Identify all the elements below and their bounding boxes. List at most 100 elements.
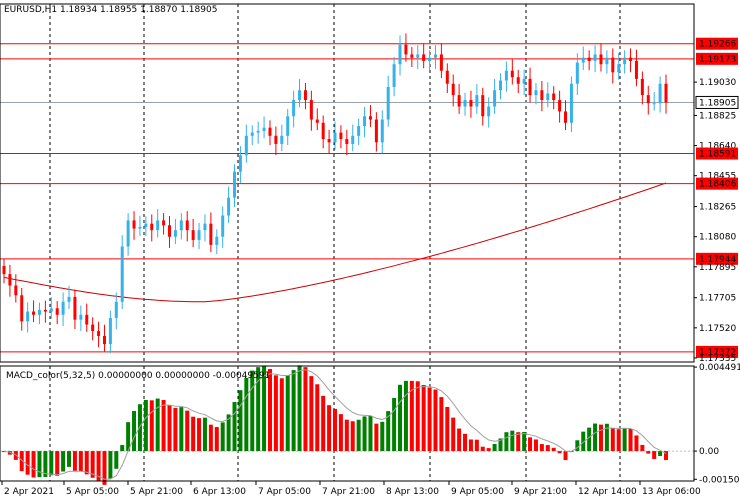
candle-body xyxy=(55,308,59,315)
macd-bar xyxy=(338,414,343,452)
price-level-tag xyxy=(696,37,738,50)
price-panel-frame xyxy=(0,3,695,363)
price-level-tag xyxy=(696,252,738,265)
macd-bar xyxy=(49,451,54,476)
macd-bar xyxy=(108,451,113,479)
candle-body xyxy=(398,44,402,65)
macd-tick-label: 0.0044913 xyxy=(699,363,740,373)
macd-bar xyxy=(581,431,586,452)
macd-bar xyxy=(486,448,491,452)
macd-bar xyxy=(628,428,633,452)
macd-bar xyxy=(84,451,89,475)
price-level-tag xyxy=(696,177,738,190)
price-tick-label: 1.18455 xyxy=(699,172,736,182)
price-level-tag xyxy=(695,95,739,109)
candle-body xyxy=(640,78,644,96)
macd-header: MACD_color(5,32,5) 0.00000000 0.00000000… xyxy=(6,371,270,381)
macd-tick-label: -0.0015078 xyxy=(699,475,740,485)
time-axis-label: 13 Apr 06:00 xyxy=(642,487,701,497)
macd-bar xyxy=(185,410,190,452)
candle-body xyxy=(209,223,213,245)
price-tick-label: 1.18265 xyxy=(699,203,736,213)
macd-bar xyxy=(344,419,349,452)
candle-body xyxy=(250,132,254,136)
price-panel[interactable] xyxy=(0,4,694,362)
candle-body xyxy=(244,135,248,156)
candle-body xyxy=(522,78,526,84)
price-tick-label: 1.17372 xyxy=(699,348,736,358)
candle-body xyxy=(185,220,189,231)
macd-bar xyxy=(137,404,142,452)
macd-bar xyxy=(563,451,568,461)
macd-bar xyxy=(191,416,196,452)
macd-bar xyxy=(321,395,326,452)
candle-body xyxy=(102,335,106,345)
macd-bar xyxy=(498,438,503,452)
macd-bar xyxy=(179,407,184,452)
macd-bar xyxy=(439,397,444,452)
candle-body xyxy=(132,220,136,229)
price-tick-label: 1.18640 xyxy=(699,142,736,152)
macd-bar xyxy=(593,423,598,452)
time-axis-label: 5 Apr 05:00 xyxy=(66,487,119,497)
price-tick-label: 1.17705 xyxy=(699,294,736,304)
candle-body xyxy=(233,171,237,198)
macd-bar xyxy=(362,416,367,452)
macd-bar xyxy=(604,423,609,452)
macd-bar xyxy=(356,419,361,452)
candle-body xyxy=(499,80,502,91)
macd-bar xyxy=(634,435,639,452)
macd-bar xyxy=(652,451,657,459)
candle-body xyxy=(321,122,325,140)
price-tick-label: 1.17895 xyxy=(699,263,736,273)
candle-body xyxy=(227,197,231,216)
candle-body xyxy=(564,111,568,123)
candle-body xyxy=(552,93,556,101)
macd-bar xyxy=(303,367,308,452)
macd-bar xyxy=(31,451,36,478)
macd-bar xyxy=(37,451,42,478)
candle-body xyxy=(658,83,662,104)
macd-bar xyxy=(273,375,278,452)
price-level-tag xyxy=(696,147,738,160)
macd-bar xyxy=(96,451,101,481)
candle-body xyxy=(534,90,538,96)
symbol-header: EURUSD,H1 1.18934 1.18955 1.18870 1.1890… xyxy=(4,5,217,15)
candle-body xyxy=(309,100,313,120)
macd-bar xyxy=(262,365,267,452)
macd-bar xyxy=(315,384,320,452)
candle-body xyxy=(91,324,95,332)
macd-bar xyxy=(256,367,261,452)
macd-bar xyxy=(102,451,107,485)
time-axis-label: 9 Apr 05:00 xyxy=(451,487,504,497)
macd-bar xyxy=(279,378,284,452)
candle-body xyxy=(629,57,633,61)
macd-bar xyxy=(114,451,119,469)
macd-bar xyxy=(545,445,550,452)
axes: 1.19266 1.19173 1.19030 1.18905 1.18825 1.186… xyxy=(0,3,740,497)
candle-body xyxy=(374,119,378,143)
candle-body xyxy=(546,93,550,101)
macd-panel[interactable] xyxy=(0,365,694,485)
macd-bar xyxy=(7,451,12,455)
candle-body xyxy=(469,100,473,107)
candle-body xyxy=(203,223,207,231)
macd-bar xyxy=(250,370,255,452)
macd-bar xyxy=(640,444,645,452)
macd-bar xyxy=(392,398,397,452)
candle-body xyxy=(634,60,638,79)
candle-body xyxy=(540,90,544,101)
candle-body xyxy=(404,44,408,55)
macd-bar xyxy=(557,451,562,454)
candle-body xyxy=(280,135,284,144)
macd-bar xyxy=(403,380,408,452)
candle-body xyxy=(363,116,367,127)
macd-bar xyxy=(161,400,166,452)
macd-bar xyxy=(480,446,485,452)
candle-body xyxy=(457,95,461,107)
candle-body xyxy=(79,314,83,320)
candle-body xyxy=(179,220,183,231)
macd-bar xyxy=(43,451,48,477)
